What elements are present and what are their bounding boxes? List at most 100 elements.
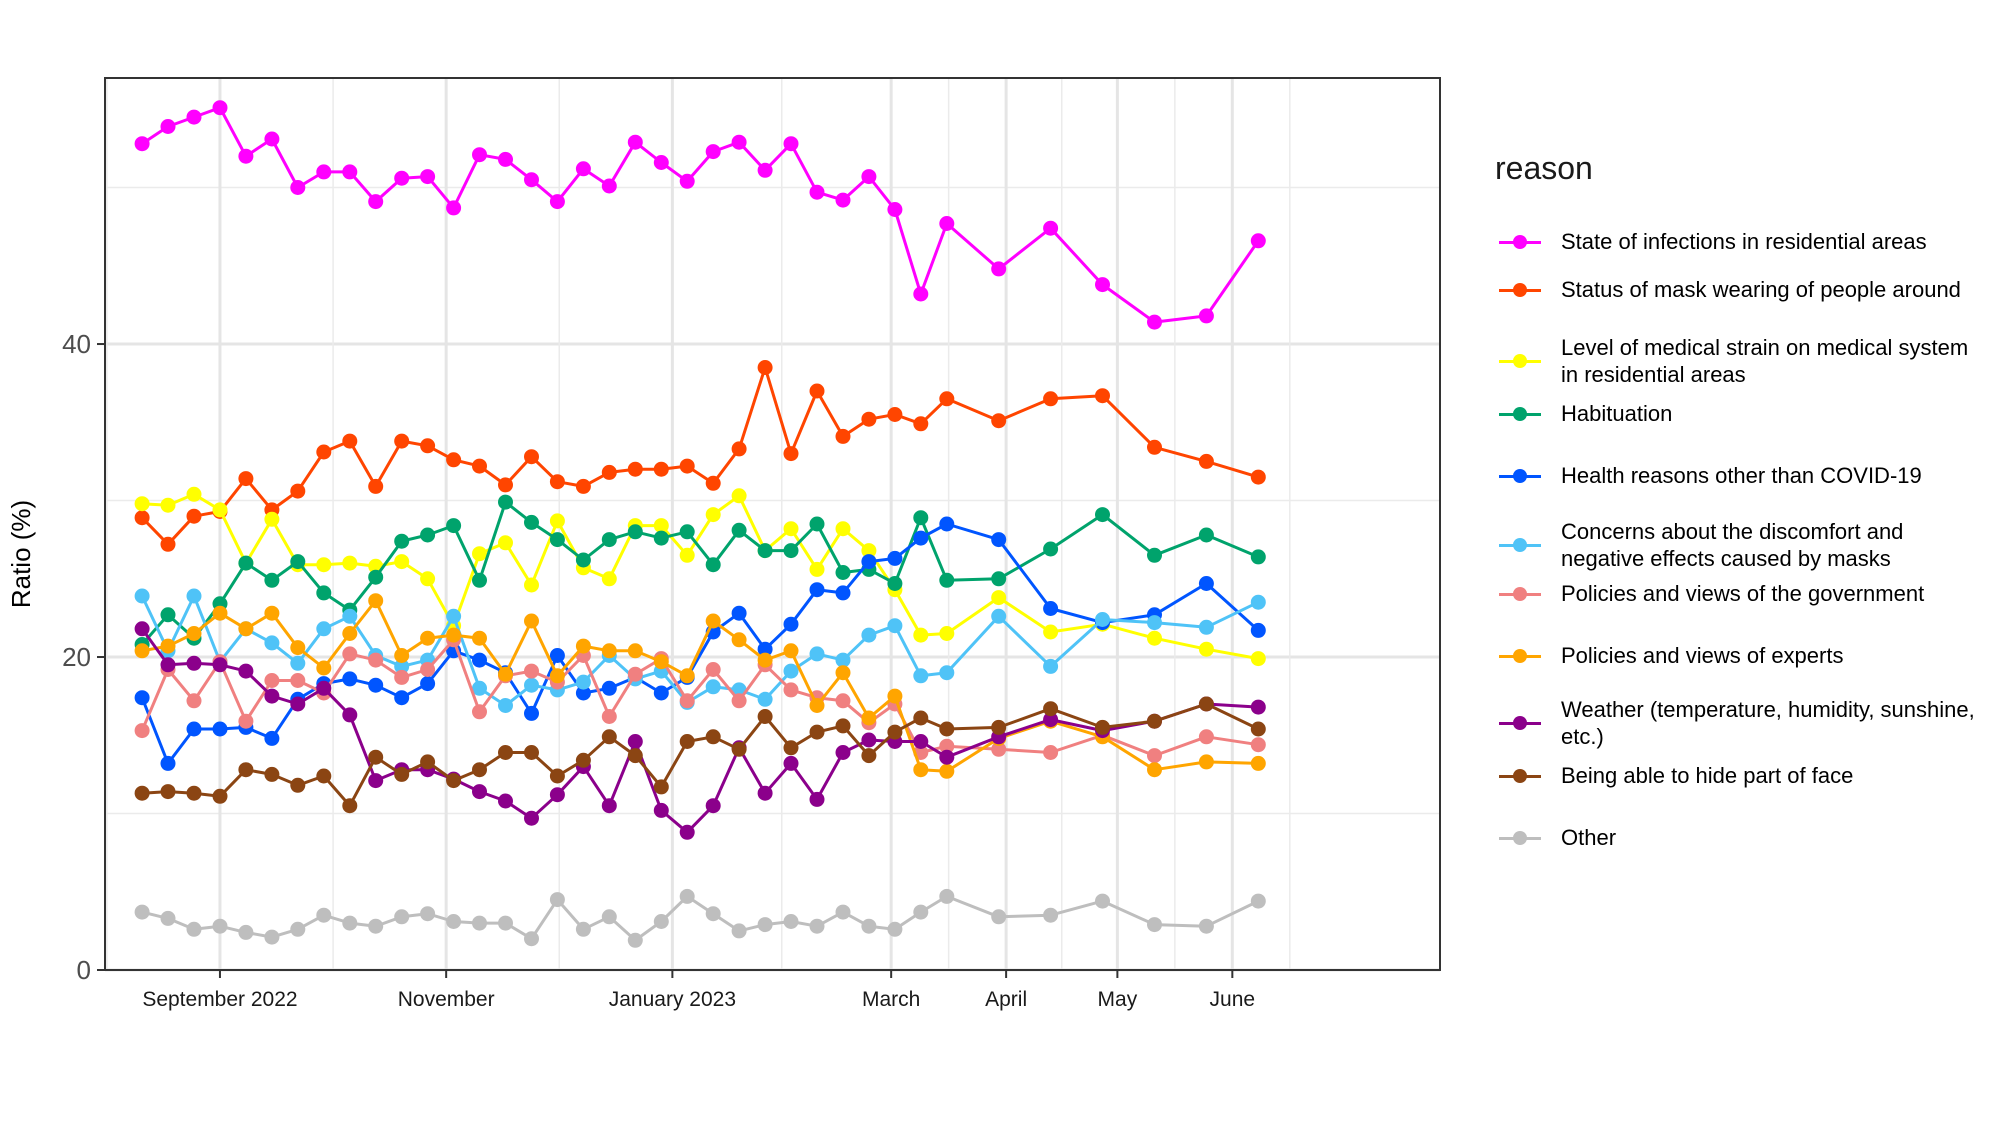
data-point: [939, 721, 955, 737]
data-point: [575, 685, 591, 701]
data-point: [913, 627, 929, 643]
data-point: [1250, 622, 1266, 638]
data-point: [549, 513, 565, 529]
data-point: [160, 638, 176, 654]
data-point: [238, 924, 254, 940]
data-point: [757, 360, 773, 375]
data-point: [1250, 721, 1266, 737]
data-point: [342, 646, 358, 662]
data-point: [601, 464, 617, 480]
data-point: [991, 590, 1007, 606]
x-tick-label: September 2022: [142, 988, 297, 1011]
data-point: [238, 555, 254, 571]
data-point: [835, 428, 851, 444]
data-point: [627, 643, 643, 659]
data-point: [575, 552, 591, 568]
data-point: [835, 565, 851, 580]
data-point: [731, 488, 747, 504]
data-point: [498, 477, 513, 493]
data-point: [705, 144, 721, 160]
data-point: [627, 748, 643, 764]
legend-key: [1495, 282, 1545, 298]
data-point: [861, 627, 877, 643]
data-point: [394, 533, 410, 549]
data-point: [394, 909, 410, 925]
data-point: [887, 618, 903, 634]
series-1: [134, 100, 1266, 330]
data-point: [757, 652, 773, 668]
data-point: [498, 745, 513, 760]
data-point: [342, 626, 358, 641]
data-point: [913, 416, 929, 432]
data-point: [549, 532, 565, 548]
data-point: [1147, 917, 1162, 933]
data-point: [1250, 737, 1266, 753]
legend-item: Policies and views of experts: [1495, 642, 1986, 669]
legend-item: Other: [1495, 824, 1986, 851]
data-point: [498, 151, 513, 167]
data-point: [264, 605, 280, 621]
data-point: [757, 709, 773, 724]
data-point: [1198, 696, 1214, 712]
data-point: [134, 496, 150, 512]
data-point: [524, 577, 539, 593]
data-point: [472, 458, 487, 474]
data-point: [835, 718, 851, 734]
legend-item: Being able to hide part of face: [1495, 762, 1986, 789]
data-point: [835, 585, 851, 601]
data-point: [783, 521, 799, 537]
data-point: [601, 680, 617, 696]
data-point: [264, 131, 280, 147]
data-point: [783, 914, 799, 929]
data-point: [420, 754, 436, 770]
data-point: [368, 478, 384, 494]
grid: [105, 78, 1440, 972]
data-point: [887, 724, 903, 740]
data-point: [601, 178, 617, 194]
data-point: [524, 931, 539, 947]
data-point: [601, 798, 617, 814]
data-point: [783, 446, 799, 462]
data-point: [342, 555, 358, 571]
data-point: [991, 571, 1007, 587]
data-point: [1043, 701, 1059, 717]
legend-title: reason: [1495, 150, 1593, 186]
data-point: [446, 608, 462, 624]
data-point: [913, 710, 929, 726]
data-point: [394, 170, 410, 186]
data-point: [861, 554, 877, 570]
legend-item: Concerns about the discomfort and negati…: [1495, 518, 1986, 572]
data-point: [861, 169, 877, 185]
data-point: [264, 635, 280, 651]
data-point: [939, 763, 955, 779]
data-point: [160, 657, 176, 673]
data-point: [887, 921, 903, 937]
data-point: [264, 572, 280, 588]
data-point: [212, 605, 228, 621]
data-point: [368, 677, 384, 693]
data-point: [394, 669, 410, 685]
data-point: [1250, 233, 1266, 249]
data-point: [835, 521, 851, 537]
series-7: [134, 632, 1266, 764]
data-point: [705, 679, 721, 695]
data-point: [705, 906, 721, 922]
data-point: [368, 593, 384, 609]
data-point: [549, 668, 565, 684]
data-point: [498, 915, 513, 931]
data-point: [264, 929, 280, 945]
data-point: [186, 508, 202, 524]
data-point: [160, 497, 176, 513]
data-point: [472, 680, 487, 696]
data-point: [212, 502, 228, 518]
data-point: [186, 655, 202, 671]
data-point: [653, 685, 669, 701]
legend-item: Level of medical strain on medical syste…: [1495, 334, 1986, 388]
data-point: [1043, 391, 1059, 407]
data-point: [1043, 712, 1059, 728]
data-point: [887, 407, 903, 422]
data-point: [705, 557, 721, 573]
data-point: [1198, 729, 1214, 745]
data-point: [186, 109, 202, 125]
x-tick-label: June: [1210, 988, 1256, 1011]
